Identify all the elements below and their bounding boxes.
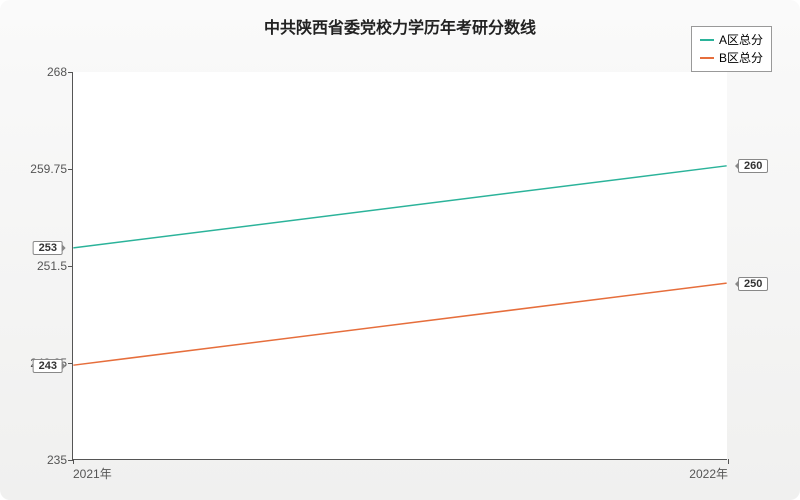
x-tick [73,459,74,464]
legend: A区总分 B区总分 [691,26,772,72]
line-layer [73,72,727,459]
y-tick [68,72,73,73]
series-line [73,166,726,248]
legend-label-b: B区总分 [719,49,763,67]
legend-label-a: A区总分 [719,31,763,49]
x-tick-label: 2022年 [689,459,728,482]
value-callout: 243 [33,359,63,373]
legend-item-a: A区总分 [700,31,763,49]
legend-swatch-b [700,57,714,59]
y-tick [68,266,73,267]
x-tick [728,459,729,464]
plot-area: 235243.25251.5259.752682021年2022年2532602… [72,72,727,460]
legend-item-b: B区总分 [700,49,763,67]
chart-container: 中共陕西省委党校力学历年考研分数线 A区总分 B区总分 235243.25251… [0,0,800,500]
chart-title: 中共陕西省委党校力学历年考研分数线 [264,14,536,38]
value-callout: 250 [738,277,768,291]
value-callout: 253 [33,241,63,255]
series-line [73,283,726,365]
value-callout: 260 [738,159,768,173]
legend-swatch-a [700,39,714,41]
y-tick-label: 259.75 [30,162,73,176]
y-tick [68,169,73,170]
x-tick-label: 2021年 [73,459,112,482]
